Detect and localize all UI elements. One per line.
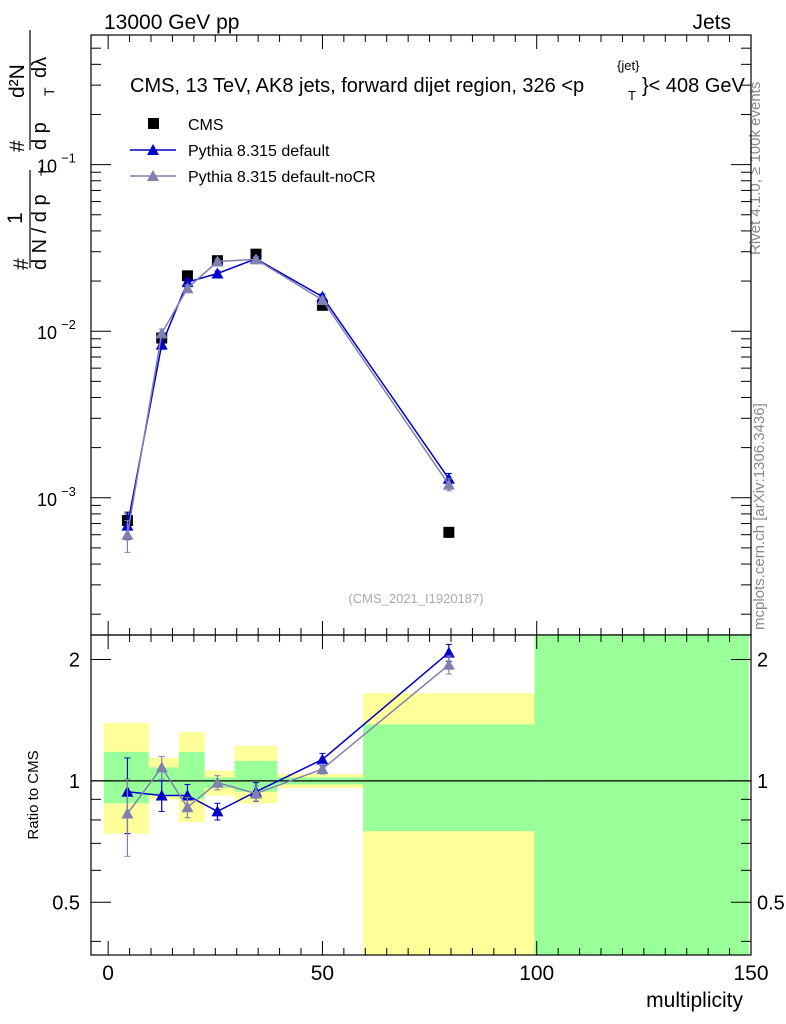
data-point-triangle — [211, 255, 224, 267]
data-point-triangle — [211, 267, 224, 279]
band-green — [363, 724, 535, 832]
data-point-triangle — [121, 528, 134, 540]
ylabel-d2n: d²N — [6, 64, 29, 98]
legend-marker-cms — [148, 118, 159, 129]
ratio-point-triangle — [181, 801, 194, 813]
series-1 — [121, 252, 455, 541]
ratio-xtick-label: 150 — [733, 962, 768, 985]
ratio-ytick-label-right: 2 — [757, 649, 768, 671]
legend-label-nocr: Pythia 8.315 default-noCR — [188, 169, 376, 186]
title-main: CMS, 13 TeV, AK8 jets, forward dijet reg… — [130, 75, 584, 97]
data-point-triangle — [181, 276, 194, 288]
ylabel-dn: d N / d p — [29, 194, 51, 270]
data-point-triangle — [442, 478, 455, 490]
ylabel-hash-1: # — [10, 258, 33, 270]
ratio-ytick-label-right: 0.5 — [757, 892, 785, 914]
legend-marker-default — [147, 144, 159, 155]
title-sub: T — [628, 88, 636, 103]
band-green — [178, 751, 205, 800]
ratio-point-triangle — [211, 776, 224, 788]
ratio-ylabel: Ratio to CMS — [25, 750, 42, 839]
ratio-ytick-label-left: 0.5 — [52, 892, 80, 914]
upper-ytick-label: 10 — [37, 157, 57, 177]
upper-ytick-exp: −3 — [61, 484, 76, 499]
title-tail: }< 408 GeV — [642, 75, 746, 97]
ylabel-one: 1 — [4, 212, 27, 224]
series-2 — [121, 253, 455, 553]
xlabel: multiplicity — [646, 989, 743, 1012]
ratio-ytick-label-left: 1 — [69, 771, 80, 793]
ratio-xtick-label: 50 — [311, 962, 334, 985]
upper-ylabel: # 1 d N / d p T # d²N d p T dλ — [4, 30, 57, 270]
ylabel-t1: T — [37, 167, 53, 176]
data-point-triangle — [155, 327, 168, 339]
ratio-series-1 — [121, 655, 455, 857]
legend: CMS Pythia 8.315 default Pythia 8.315 de… — [130, 117, 376, 186]
ylabel-t2: T — [41, 87, 57, 96]
upper-ytick-exp: −1 — [61, 151, 76, 166]
legend-label-cms: CMS — [188, 117, 224, 134]
ratio-xtick-label: 100 — [519, 962, 554, 985]
ratio-point-triangle — [316, 763, 329, 775]
upper-ytick-label: 10 — [37, 323, 57, 343]
ratio-point-triangle — [155, 761, 168, 773]
ratio-point-triangle — [442, 658, 455, 670]
upper-ytick-exp: −2 — [61, 317, 76, 332]
ratio-point-triangle — [211, 805, 224, 817]
mcplots-label: mcplots.cern.ch [arXiv:1306.3436] — [751, 403, 768, 630]
ratio-plot-frame — [90, 634, 752, 956]
data-point-triangle — [250, 253, 262, 265]
ratio-point-triangle — [121, 807, 134, 819]
upper-data — [121, 248, 648, 654]
ratio-ytick-label-right: 1 — [757, 771, 768, 793]
analysis-label: (CMS_2021_I1920187) — [348, 591, 483, 606]
ylabel-dpt: d p — [29, 122, 51, 150]
ylabel-dlambda: dλ — [29, 57, 51, 78]
ratio-data — [121, 643, 455, 857]
header-right: Jets — [692, 11, 731, 34]
data-point-square — [443, 526, 455, 538]
ratio-ticks: 0.5 0.5 1 1 2 2 0 50 100 150 — [52, 635, 785, 985]
ratio-point-triangle — [316, 753, 329, 765]
upper-ytick-label: 10 — [37, 490, 57, 510]
upper-ticks: 10 −1 10 −2 10 −3 — [37, 35, 752, 635]
ratio-xtick-label: 0 — [102, 962, 114, 985]
data-point-square — [181, 270, 193, 282]
band-green — [534, 635, 749, 955]
upper-title: CMS, 13 TeV, AK8 jets, forward dijet reg… — [130, 58, 746, 103]
data-point-triangle — [181, 282, 194, 294]
data-point-triangle — [316, 293, 329, 305]
legend-marker-nocr — [147, 170, 159, 181]
legend-label-default: Pythia 8.315 default — [188, 143, 330, 160]
ratio-point-triangle — [250, 787, 262, 799]
ylabel-hash-2: # — [6, 140, 29, 152]
ratio-point-triangle — [155, 789, 168, 801]
header-left: 13000 GeV pp — [104, 11, 239, 34]
ratio-ytick-label-left: 2 — [69, 649, 80, 671]
series-line — [126, 257, 450, 526]
series-line — [126, 258, 450, 535]
rivet-label: Rivet 4.1.0, ≥ 100k events — [747, 82, 764, 255]
title-sup: {jet} — [617, 58, 640, 73]
ratio-point-triangle — [442, 646, 455, 658]
data-point-square — [316, 299, 328, 311]
